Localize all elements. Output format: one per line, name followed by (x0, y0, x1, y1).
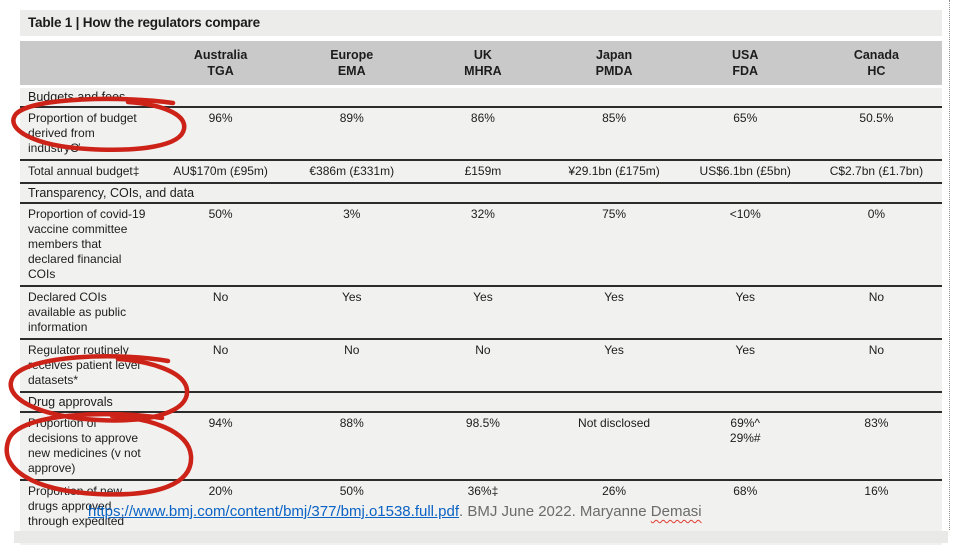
cell-value: Yes (604, 290, 624, 304)
selection-dotted-border (949, 0, 950, 530)
bmj-link[interactable]: https://www.bmj.com/content/bmj/377/bmj.… (88, 503, 460, 520)
cell-value: 89% (339, 111, 364, 125)
cell-value: 50% (208, 207, 233, 221)
cell-value: 94% (208, 416, 233, 430)
header-cell-canada: Canada HC (853, 48, 899, 78)
cell-value: 16% (864, 484, 889, 498)
cell-value: 85% (602, 111, 627, 125)
slide-bottom-edge (14, 531, 948, 543)
cell-value: Yes (735, 290, 756, 304)
cell-value: 98.5% (465, 416, 500, 430)
cell-value: Yes (473, 290, 493, 304)
section-label: Transparency, COIs, and data (28, 186, 195, 200)
section-row-transparency: Transparency, COIs, and data (20, 182, 942, 202)
cell-value: 3% (343, 207, 361, 221)
cell-value: 96% (208, 111, 233, 125)
header-cell-australia: Australia TGA (193, 48, 248, 78)
cell-value: 69%^ 29%# (729, 416, 761, 445)
header-cell-uk: UK MHRA (464, 48, 502, 78)
author-name: Demasi (650, 503, 702, 520)
cell-value: 88% (339, 416, 364, 430)
row-label: Regulator routinely receives patient lev… (28, 343, 141, 387)
row-label: Proportion of covid-19 vaccine committee… (28, 207, 146, 281)
cell-value: <10% (729, 207, 761, 221)
table-body: Budgets and fees Proportion of budget de… (20, 88, 942, 545)
cell-value: €386m (£331m) (309, 164, 395, 178)
cell-value: US$6.1bn (£5bn) (699, 164, 791, 178)
table-row-declared-cois: Declared COIs available as public inform… (20, 285, 942, 338)
table-header-row: Australia TGA Europe EMA UK MHRA Japan P… (20, 41, 942, 85)
section-row-budgets: Budgets and fees (20, 88, 942, 106)
table-row-patient-datasets: Regulator routinely receives patient lev… (20, 338, 942, 391)
cell-value: 86% (470, 111, 495, 125)
cell-value: 68% (733, 484, 758, 498)
row-label: Total annual budget‡ (28, 164, 140, 178)
row-label: Proportion of decisions to approve new m… (28, 416, 141, 475)
cell-value: £159m (464, 164, 502, 178)
cell-value: 65% (733, 111, 758, 125)
section-label: Budgets and fees (28, 90, 126, 104)
cell-value: 36%‡ (467, 484, 499, 498)
section-label: Drug approvals (28, 395, 113, 409)
citation-footer: https://www.bmj.com/content/bmj/377/bmj.… (88, 503, 702, 520)
header-cell-empty (20, 59, 155, 67)
cell-value: 83% (864, 416, 889, 430)
header-cell-usa: USA FDA (732, 48, 759, 78)
cell-value: Yes (341, 290, 362, 304)
cell-value: No (868, 290, 885, 304)
cell-value: ¥29.1bn (£175m) (568, 164, 660, 178)
cell-value: Not disclosed (578, 416, 651, 430)
header-cell-europe: Europe EMA (330, 48, 374, 78)
cell-value: No (868, 343, 885, 357)
row-label: Proportion of budget derived from indust… (28, 111, 137, 155)
cell-value: 20% (208, 484, 233, 498)
cell-value: Yes (735, 343, 756, 357)
header-cell-japan: Japan PMDA (595, 48, 633, 78)
cell-value: No (212, 343, 229, 357)
row-label: Declared COIs available as public inform… (28, 290, 127, 334)
cell-value: 0% (867, 207, 886, 221)
cell-value: 26% (602, 484, 627, 498)
section-row-drug-approvals: Drug approvals (20, 391, 942, 411)
regulators-table: Table 1 | How the regulators compare Aus… (20, 10, 942, 545)
table-row-approval-decisions: Proportion of decisions to approve new m… (20, 411, 942, 479)
cell-value: No (212, 290, 229, 304)
cell-value: No (475, 343, 491, 357)
cell-value: AU$170m (£95m) (173, 164, 268, 178)
table-title: Table 1 | How the regulators compare (20, 10, 942, 36)
cell-value: 32% (470, 207, 495, 221)
cell-value: 75% (602, 207, 627, 221)
citation-text: . BMJ June 2022. Maryanne (459, 503, 651, 520)
cell-value: C$2.7bn (£1.7bn) (829, 164, 924, 178)
table-row-budget-industry: Proportion of budget derived from indust… (20, 106, 942, 159)
table-row-total-budget: Total annual budget‡ AU$170m (£95m) €386… (20, 159, 942, 182)
cell-value: 50% (339, 484, 364, 498)
cell-value: No (344, 343, 360, 357)
cell-value: 50.5% (859, 111, 894, 125)
cell-value: Yes (604, 343, 624, 357)
table-row-covid-cois: Proportion of covid-19 vaccine committee… (20, 202, 942, 285)
